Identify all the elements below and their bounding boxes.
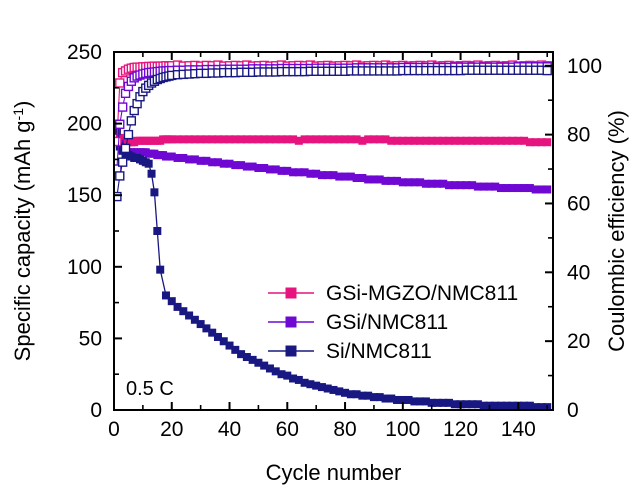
marker-filled-square xyxy=(150,188,159,197)
x-tick-label: 20 xyxy=(160,418,183,441)
x-tick-label: 120 xyxy=(443,418,478,441)
x-tick-label: 80 xyxy=(333,418,356,441)
marker-filled-square xyxy=(144,159,153,168)
y2-axis-ticks xyxy=(545,64,553,411)
marker-filled-square xyxy=(185,311,194,320)
y-tick-label: 200 xyxy=(67,113,102,136)
marker-filled-square xyxy=(190,315,199,324)
marker-open-square xyxy=(114,191,122,202)
y-axis-title: Specific capacity (mAh g-1) xyxy=(10,101,35,362)
marker-filled-square xyxy=(196,320,205,329)
y2-tick-label: 40 xyxy=(567,261,590,284)
x-tick-label: 40 xyxy=(218,418,241,441)
marker-open-square xyxy=(117,102,128,112)
y-tick-label: 250 xyxy=(67,41,102,64)
legend-marker xyxy=(285,287,297,299)
legend-marker xyxy=(285,345,297,357)
marker-filled-square xyxy=(231,345,240,354)
series-5 xyxy=(114,65,552,202)
x-tick-label: 0 xyxy=(108,418,120,441)
x-tick-label: 100 xyxy=(385,418,420,441)
marker-open-square xyxy=(114,136,122,147)
marker-filled-square xyxy=(161,291,170,300)
y-axis-ticks xyxy=(114,51,122,411)
marker-filled-square xyxy=(543,138,552,147)
y-tick-label: 100 xyxy=(67,256,102,279)
marker-filled-square xyxy=(208,328,217,337)
y-axis-title-superscript: -1 xyxy=(10,108,26,121)
marker-open-square xyxy=(542,65,552,76)
y2-tick-label: 80 xyxy=(567,124,590,147)
y2-tick-label: 100 xyxy=(567,55,602,78)
marker-open-square xyxy=(126,116,137,126)
legend-item: GSi/NMC811 xyxy=(268,311,448,334)
legend-label: Si/NMC811 xyxy=(326,340,432,363)
marker-filled-square xyxy=(147,169,156,178)
marker-open-square xyxy=(115,78,125,88)
marker-filled-square xyxy=(225,341,234,350)
marker-filled-square xyxy=(543,185,552,194)
y2-axis-title: Coulombic efficiency (%) xyxy=(604,110,629,352)
marker-open-square xyxy=(120,143,131,154)
y-tick-label: 50 xyxy=(79,327,102,350)
marker-filled-square xyxy=(213,332,222,341)
marker-filled-square xyxy=(156,265,165,274)
y2-tick-label: 60 xyxy=(567,192,590,215)
series-0 xyxy=(114,122,552,147)
legend: GSi-MGZO/NMC811 GSi/NMC811 Si/NMC811 xyxy=(268,282,518,363)
y-tick-label: 150 xyxy=(67,184,102,207)
axes-frame xyxy=(113,51,554,411)
x-tick-label: 140 xyxy=(501,418,536,441)
x-axis-ticks xyxy=(113,52,549,410)
legend-label: GSi/NMC811 xyxy=(326,311,448,334)
marker-filled-square xyxy=(219,337,228,346)
legend-item: Si/NMC811 xyxy=(268,340,432,363)
marker-filled-square xyxy=(202,324,211,333)
legend-item: GSi-MGZO/NMC811 xyxy=(268,282,518,305)
marker-open-square xyxy=(115,171,125,181)
legend-marker xyxy=(285,316,297,328)
marker-filled-square xyxy=(173,302,182,311)
y2-tick-label: 20 xyxy=(567,330,590,353)
y2-tick-label: 0 xyxy=(567,399,579,422)
marker-filled-square xyxy=(167,297,176,306)
rate-annotation: 0.5 C xyxy=(126,378,174,400)
marker-filled-square xyxy=(153,227,162,235)
marker-filled-square xyxy=(179,307,188,316)
y-tick-label: 0 xyxy=(90,399,102,422)
legend-label: GSi-MGZO/NMC811 xyxy=(326,282,518,305)
x-tick-label: 60 xyxy=(276,418,299,441)
marker-open-square xyxy=(123,129,134,140)
marker-open-square xyxy=(117,157,128,167)
x-axis-title: Cycle number xyxy=(266,460,402,485)
